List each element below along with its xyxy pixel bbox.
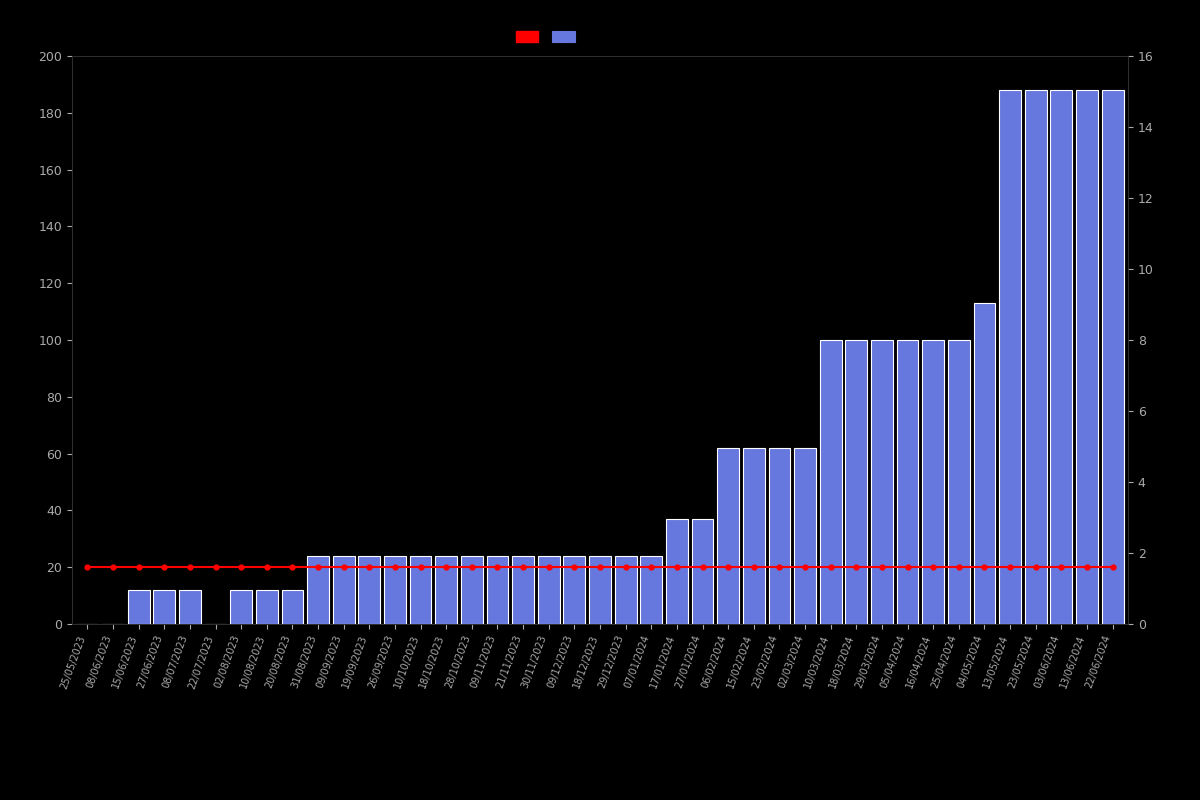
Bar (846, 340, 868, 624)
Bar (666, 519, 688, 624)
Bar (589, 556, 611, 624)
Bar (359, 556, 380, 624)
Bar (1050, 90, 1073, 624)
Bar (409, 556, 432, 624)
Bar (486, 556, 509, 624)
Bar (1102, 90, 1123, 624)
Bar (718, 448, 739, 624)
Bar (743, 448, 764, 624)
Bar (307, 556, 329, 624)
Bar (948, 340, 970, 624)
Bar (384, 556, 406, 624)
Bar (461, 556, 482, 624)
Bar (154, 590, 175, 624)
Bar (564, 556, 586, 624)
Bar (973, 303, 995, 624)
Legend: , : , (516, 31, 578, 44)
Bar (923, 340, 944, 624)
Bar (641, 556, 662, 624)
Bar (614, 556, 636, 624)
Bar (768, 448, 791, 624)
Bar (127, 590, 150, 624)
Bar (230, 590, 252, 624)
Bar (691, 519, 714, 624)
Bar (896, 340, 918, 624)
Bar (1076, 90, 1098, 624)
Bar (1000, 90, 1021, 624)
Bar (332, 556, 354, 624)
Bar (871, 340, 893, 624)
Bar (820, 340, 841, 624)
Bar (1025, 90, 1046, 624)
Bar (436, 556, 457, 624)
Bar (179, 590, 200, 624)
Bar (512, 556, 534, 624)
Bar (538, 556, 559, 624)
Bar (282, 590, 304, 624)
Bar (256, 590, 277, 624)
Bar (794, 448, 816, 624)
